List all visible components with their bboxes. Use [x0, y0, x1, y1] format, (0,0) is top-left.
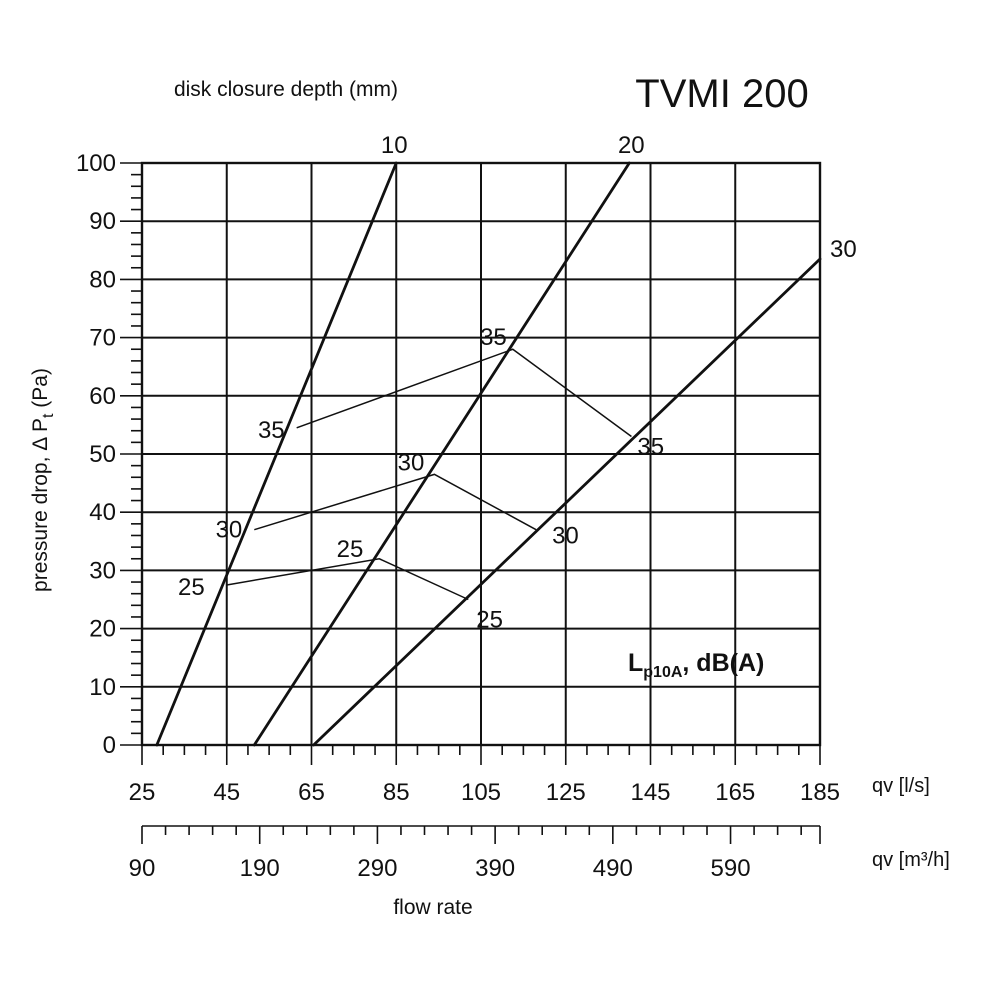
noise-line-label: 25	[178, 574, 205, 601]
y-tick-label: 90	[89, 208, 116, 235]
y-tick-label: 50	[89, 441, 116, 468]
closure-curve-20	[252, 161, 631, 747]
y-tick-label: 70	[89, 325, 116, 352]
noise-line-label: 30	[216, 517, 243, 544]
x-tick-label: 45	[213, 779, 240, 806]
y-tick-label: 30	[89, 557, 116, 584]
closure-curve-30	[312, 257, 822, 747]
y-tick-label: 100	[76, 150, 116, 177]
y-axis-title-unit: (Pa)	[29, 368, 52, 414]
x2-tick-label: 490	[593, 855, 633, 882]
x2-axis-unit: qv [m³/h]	[872, 849, 950, 871]
closure-curve-label: 30	[830, 236, 857, 263]
noise-line-label: 35	[258, 417, 285, 444]
x-tick-label: 125	[546, 779, 586, 806]
noise-line-label: 25	[476, 607, 503, 634]
x-axis-title: flow rate	[393, 896, 472, 919]
noise-line-35	[296, 348, 632, 438]
x2-tick-label: 90	[129, 855, 156, 882]
grid	[140, 161, 822, 747]
y-axis-title: pressure drop, Δ Pt (Pa)	[29, 368, 57, 592]
x-tick-label: 85	[383, 779, 410, 806]
noise-line-label: 30	[398, 449, 425, 476]
noise-unit-label: Lp10A, dB(A)	[628, 649, 764, 681]
closure-curve-label: 20	[618, 132, 645, 159]
y-axis-title-main: pressure drop, Δ P	[29, 418, 52, 592]
noise-unit-rest: , dB(A)	[682, 649, 764, 677]
noise-unit-sub: p10A	[643, 664, 683, 681]
x2-tick-label: 590	[711, 855, 751, 882]
noise-line-label: 30	[552, 523, 579, 550]
y-tick-label: 10	[89, 674, 116, 701]
x-tick-label: 165	[715, 779, 755, 806]
y-tick-label: 40	[89, 499, 116, 526]
closure-curve-label: 10	[381, 132, 408, 159]
labels: 0 10 20 30 40 50 60 70 80 90 100 25 45 65 85 105 125 145 1…	[76, 132, 857, 882]
x2-tick-label: 290	[357, 855, 397, 882]
minor-ticks	[120, 162, 821, 844]
top-axis-title: disk closure depth (mm)	[174, 78, 398, 101]
noise-line-25	[226, 557, 469, 601]
noise-line-30	[254, 473, 537, 531]
y-tick-label: 0	[103, 732, 116, 759]
x-tick-label: 105	[461, 779, 501, 806]
closure-curve-10	[155, 161, 398, 747]
x-axis-unit: qv [l/s]	[872, 775, 930, 797]
x-tick-label: 145	[630, 779, 670, 806]
closure-curves	[155, 161, 822, 747]
noise-lines	[226, 348, 632, 601]
x-tick-label: 65	[298, 779, 325, 806]
noise-line-label: 35	[637, 434, 664, 461]
y-tick-label: 20	[89, 616, 116, 643]
noise-line-label: 25	[337, 536, 364, 563]
noise-line-label: 35	[480, 324, 507, 351]
noise-unit-main: L	[628, 649, 643, 677]
y-tick-label: 80	[89, 266, 116, 293]
x-tick-label: 185	[800, 779, 840, 806]
y-axis-title-sub: t	[40, 413, 57, 418]
x2-tick-label: 390	[475, 855, 515, 882]
x-tick-label: 25	[129, 779, 156, 806]
chart-title: TVMI 200	[635, 72, 808, 116]
y-tick-label: 60	[89, 383, 116, 410]
x2-tick-label: 190	[240, 855, 280, 882]
